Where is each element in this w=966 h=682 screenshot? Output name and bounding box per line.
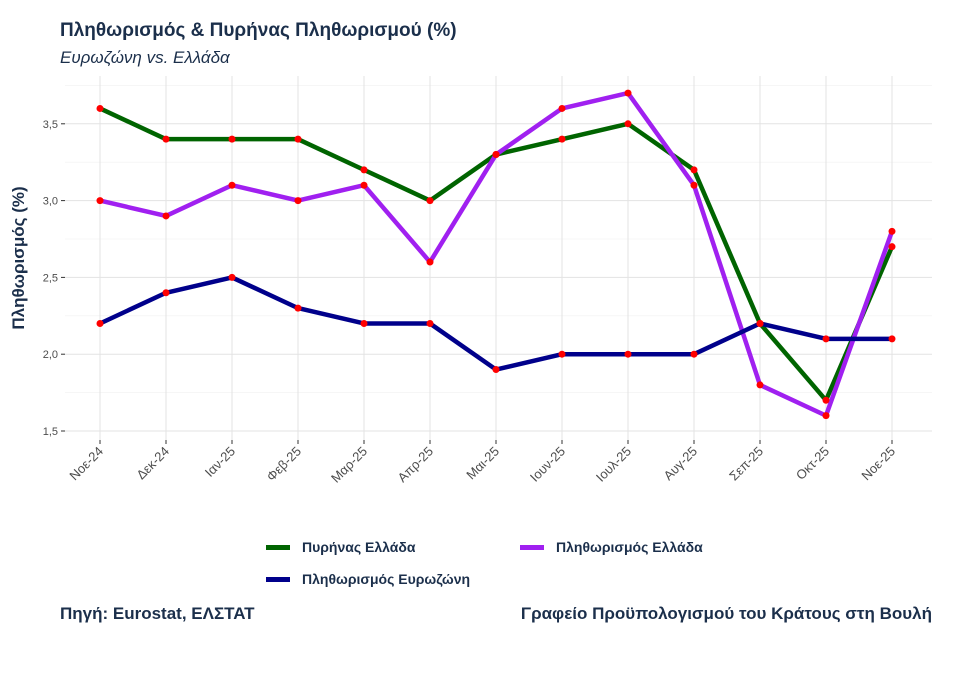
x-tick-label: Δεκ-24 [133,444,172,483]
data-point-1 [294,197,302,205]
chart-subtitle: Ευρωζώνη vs. Ελλάδα [60,48,230,67]
data-point-0 [690,166,698,174]
data-point-0 [426,197,434,205]
data-point-2 [360,319,368,327]
data-point-0 [96,104,104,112]
data-point-0 [360,166,368,174]
y-axis-label: Πληθωρισμός (%) [9,186,28,329]
x-tick-label: Φεβ-25 [264,444,305,485]
x-tick-label: Αυγ-25 [660,444,700,484]
data-point-2 [96,319,104,327]
data-point-1 [96,197,104,205]
x-tick-label: Ιουλ-25 [593,444,634,485]
data-point-2 [492,366,500,374]
data-point-2 [228,273,236,281]
data-point-2 [756,319,764,327]
legend-item-core-greece: Πυρήνας Ελλάδα [266,539,415,555]
data-point-1 [822,412,830,420]
data-point-1 [690,181,698,189]
legend-swatch [266,576,290,582]
legend-item-inflation-greece: Πληθωρισμός Ελλάδα [520,539,703,555]
x-tick-label: Οκτ-25 [793,444,832,483]
data-point-0 [162,135,170,143]
legend-swatch [266,544,290,550]
data-point-1 [426,258,434,266]
x-tick-label: Ιαν-25 [202,444,238,480]
x-tick-label: Μαι-25 [463,444,502,483]
data-point-1 [624,89,632,97]
data-point-2 [558,350,566,358]
y-tick-label: 2,0 [43,349,58,361]
data-point-0 [294,135,302,143]
y-tick-label: 2,5 [43,272,58,284]
x-tick-label: Νοε-25 [858,444,898,484]
credit-caption: Γραφείο Προϋπολογισμού του Κράτους στη Β… [520,604,932,623]
legend-item-inflation-eurozone: Πληθωρισμός Ευρωζώνη [266,571,470,587]
data-point-2 [888,335,896,343]
y-tick-label: 3,0 [43,196,58,208]
x-tick-label: Νοε-24 [66,444,106,484]
legend-label: Πληθωρισμός Ελλάδα [556,539,703,555]
data-point-0 [228,135,236,143]
data-point-2 [294,304,302,312]
data-point-1 [228,181,236,189]
data-point-0 [888,243,896,251]
y-tick-label: 3,5 [43,119,58,131]
legend-label: Πυρήνας Ελλάδα [302,539,416,555]
legend-label: Πληθωρισμός Ευρωζώνη [302,571,471,587]
data-point-1 [360,181,368,189]
y-tick-label: 1,5 [43,426,58,438]
data-point-0 [558,135,566,143]
data-point-1 [558,104,566,112]
data-point-2 [426,319,434,327]
data-point-1 [162,212,170,220]
data-point-1 [888,227,896,235]
chart-title: Πληθωρισμός & Πυρήνας Πληθωρισμού (%) [60,20,457,41]
data-point-2 [162,289,170,297]
x-tick-label: Απρ-25 [395,444,437,486]
source-caption: Πηγή: Eurostat, ΕΛΣΤΑΤ [60,604,255,623]
x-tick-label: Μαρ-25 [328,444,370,486]
legend-swatch [520,544,544,550]
data-point-0 [624,120,632,128]
data-point-2 [690,350,698,358]
x-tick-label: Ιουν-25 [527,444,568,485]
data-point-0 [822,396,830,404]
data-point-2 [822,335,830,343]
data-point-1 [492,151,500,159]
data-point-2 [624,350,632,358]
x-tick-label: Σεπ-25 [726,444,766,484]
data-point-1 [756,381,764,389]
